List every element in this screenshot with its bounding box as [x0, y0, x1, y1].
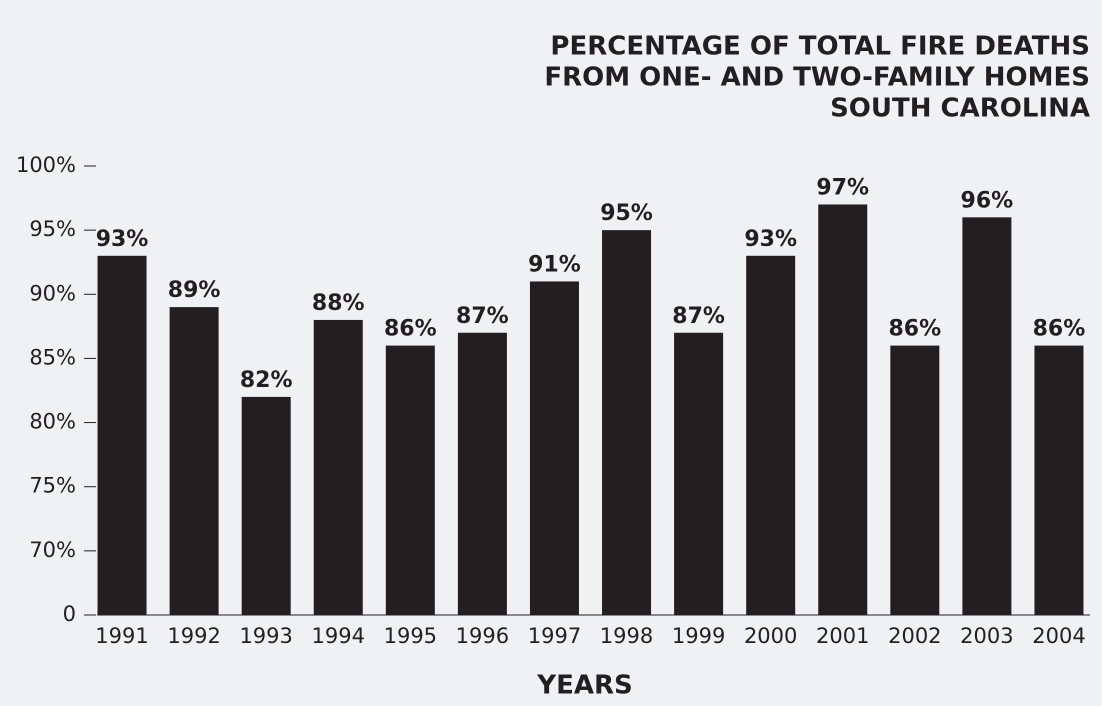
bar: [746, 255, 796, 616]
bar: [602, 230, 652, 615]
x-tick-label: 1991: [95, 624, 148, 648]
bar: [890, 345, 940, 615]
data-label: 87%: [672, 304, 725, 329]
x-tick-label: 1992: [167, 624, 220, 648]
y-tick-label: 95%: [29, 217, 76, 241]
bar: [241, 396, 291, 615]
bar: [313, 319, 363, 615]
bar: [97, 255, 147, 616]
data-label: 89%: [168, 278, 221, 303]
bar: [457, 332, 507, 615]
bar: [674, 332, 724, 615]
y-tick-label: 75%: [29, 474, 76, 498]
y-tick-label: 85%: [29, 345, 76, 369]
x-tick-label: 1999: [672, 624, 725, 648]
data-label: 88%: [312, 291, 365, 316]
x-tick-label: 1995: [384, 624, 437, 648]
x-tick-label: 1996: [456, 624, 509, 648]
x-tick-label: 2003: [960, 624, 1013, 648]
data-label: 86%: [384, 317, 437, 342]
y-tick-label: 90%: [29, 281, 76, 305]
data-label: 87%: [456, 304, 509, 329]
data-label: 97%: [816, 175, 869, 200]
data-label: 93%: [744, 227, 797, 252]
bar: [818, 204, 868, 615]
x-axis-label: YEARS: [536, 671, 632, 701]
x-tick-label: 2001: [816, 624, 869, 648]
x-tick-label: 1998: [600, 624, 653, 648]
data-label: 86%: [888, 317, 941, 342]
bar: [385, 345, 435, 615]
bar: [169, 307, 219, 615]
y-tick-label: 0: [63, 602, 76, 626]
x-tick-label: 2000: [744, 624, 797, 648]
bar: [1034, 345, 1084, 615]
x-tick-label: 1994: [312, 624, 365, 648]
y-tick-label: 100%: [16, 153, 76, 177]
data-label: 86%: [1033, 317, 1086, 342]
x-tick-label: 1997: [528, 624, 581, 648]
data-label: 93%: [96, 227, 149, 252]
x-tick-label: 2004: [1032, 624, 1085, 648]
x-tick-label: 2002: [888, 624, 941, 648]
chart-title: PERCENTAGE OF TOTAL FIRE DEATHS: [550, 32, 1090, 62]
chart-title: SOUTH CAROLINA: [830, 94, 1090, 124]
bar: [962, 217, 1012, 616]
data-label: 96%: [961, 188, 1014, 213]
data-label: 95%: [600, 201, 653, 226]
data-label: 91%: [528, 252, 581, 277]
y-tick-label: 70%: [29, 538, 76, 562]
x-tick-label: 1993: [239, 624, 292, 648]
bar: [529, 281, 579, 615]
data-label: 82%: [240, 368, 293, 393]
chart-title: FROM ONE- AND TWO-FAMILY HOMES: [544, 63, 1090, 93]
y-tick-label: 80%: [29, 410, 76, 434]
